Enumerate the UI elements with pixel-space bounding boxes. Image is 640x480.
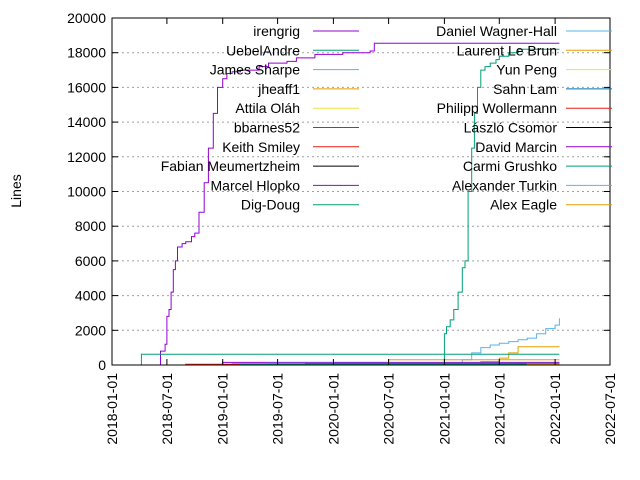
legend-label-13: Sahn Lam: [493, 81, 557, 97]
y-axis-label: Lines: [8, 174, 24, 207]
legend-label-3: jheaff1: [257, 81, 300, 97]
y-tick-label: 12000: [67, 149, 106, 165]
y-tick-label: 4000: [75, 288, 106, 304]
grid-lines: [112, 52, 610, 331]
legend-label-18: Alexander Turkin: [452, 177, 557, 193]
legend-label-11: Laurent Le Brun: [457, 42, 557, 58]
x-tick-label: 2022-07-01: [602, 373, 618, 445]
y-tick-label: 16000: [67, 79, 106, 95]
series-line-1: [431, 48, 560, 366]
legend-label-2: James Sharpe: [210, 62, 300, 78]
legend-label-12: Yun Peng: [496, 62, 557, 78]
legend-label-15: László Csomor: [464, 120, 558, 136]
y-tick-label: 2000: [75, 322, 106, 338]
legend-label-0: irengrig: [253, 23, 300, 39]
x-tick-label: 2019-01-01: [215, 373, 231, 445]
axis-ticks: 0 2000 4000 6000 8000 10000 12000 14000 16000 180…: [67, 10, 618, 445]
y-tick-label: 0: [98, 357, 106, 373]
legend-label-10: Daniel Wagner-Hall: [436, 23, 557, 39]
legend-label-6: Keith Smiley: [222, 139, 300, 155]
x-tick-label: 2020-01-01: [325, 373, 341, 445]
x-tick-label: 2018-01-01: [104, 373, 120, 445]
legend-label-4: Attila Oláh: [235, 100, 300, 116]
x-tick-label: 2020-07-01: [381, 373, 397, 445]
legend-label-1: UebelAndre: [226, 42, 300, 58]
legend-label-14: Philipp Wollermann: [437, 100, 557, 116]
legend-label-19: Alex Eagle: [490, 197, 557, 213]
legend-label-8: Marcel Hlopko: [211, 177, 301, 193]
y-tick-label: 20000: [67, 10, 106, 26]
y-tick-label: 10000: [67, 184, 106, 200]
legend-label-16: David Marcin: [475, 139, 557, 155]
y-tick-label: 8000: [75, 218, 106, 234]
x-tick-label: 2019-07-01: [270, 373, 286, 445]
x-tick-label: 2021-07-01: [491, 373, 507, 445]
legend-label-7: Fabian Meumertzheim: [161, 158, 300, 174]
x-tick-label: 2022-01-01: [547, 373, 563, 445]
x-tick-label: 2021-01-01: [436, 373, 452, 445]
y-tick-label: 6000: [75, 253, 106, 269]
legend-label-9: Dig-Doug: [241, 197, 300, 213]
x-tick-label: 2018-07-01: [159, 373, 175, 445]
legend: irengrig UebelAndre James Sharpe jheaff1 Att…: [161, 23, 612, 213]
y-tick-label: 18000: [67, 45, 106, 61]
series-line-0: [152, 42, 560, 366]
y-tick-label: 14000: [67, 114, 106, 130]
legend-label-5: bbarnes52: [234, 120, 300, 136]
legend-label-17: Carmi Grushko: [463, 158, 557, 174]
